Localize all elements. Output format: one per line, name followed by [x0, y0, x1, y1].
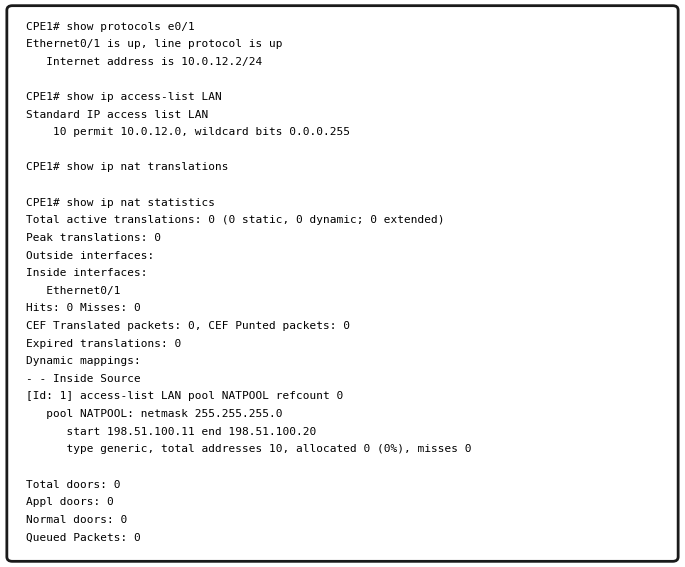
Text: Total doors: 0: Total doors: 0: [26, 480, 121, 489]
Text: Dynamic mappings:: Dynamic mappings:: [26, 356, 141, 366]
Text: CPE1# show protocols e0/1: CPE1# show protocols e0/1: [26, 22, 195, 32]
Text: CEF Translated packets: 0, CEF Punted packets: 0: CEF Translated packets: 0, CEF Punted pa…: [26, 321, 350, 331]
Text: Inside interfaces:: Inside interfaces:: [26, 268, 147, 278]
Text: Appl doors: 0: Appl doors: 0: [26, 497, 114, 507]
Text: type generic, total addresses 10, allocated 0 (0%), misses 0: type generic, total addresses 10, alloca…: [26, 445, 471, 454]
Text: Outside interfaces:: Outside interfaces:: [26, 251, 154, 261]
Text: CPE1# show ip nat statistics: CPE1# show ip nat statistics: [26, 198, 215, 208]
Text: Queued Packets: 0: Queued Packets: 0: [26, 532, 141, 543]
Text: [Id: 1] access-list LAN pool NATPOOL refcount 0: [Id: 1] access-list LAN pool NATPOOL ref…: [26, 391, 343, 401]
Text: Hits: 0 Misses: 0: Hits: 0 Misses: 0: [26, 303, 141, 314]
Text: Expired translations: 0: Expired translations: 0: [26, 338, 182, 349]
Text: Normal doors: 0: Normal doors: 0: [26, 515, 127, 525]
Text: CPE1# show ip access-list LAN: CPE1# show ip access-list LAN: [26, 92, 222, 102]
Text: Total active translations: 0 (0 static, 0 dynamic; 0 extended): Total active translations: 0 (0 static, …: [26, 215, 445, 225]
Text: 10 permit 10.0.12.0, wildcard bits 0.0.0.255: 10 permit 10.0.12.0, wildcard bits 0.0.0…: [26, 127, 350, 137]
Text: CPE1# show ip nat translations: CPE1# show ip nat translations: [26, 163, 229, 172]
Text: pool NATPOOL: netmask 255.255.255.0: pool NATPOOL: netmask 255.255.255.0: [26, 409, 282, 419]
Text: Internet address is 10.0.12.2/24: Internet address is 10.0.12.2/24: [26, 57, 262, 67]
Text: Ethernet0/1 is up, line protocol is up: Ethernet0/1 is up, line protocol is up: [26, 39, 282, 49]
Text: Peak translations: 0: Peak translations: 0: [26, 233, 161, 243]
Text: Ethernet0/1: Ethernet0/1: [26, 286, 121, 296]
FancyBboxPatch shape: [7, 6, 678, 561]
Text: - - Inside Source: - - Inside Source: [26, 374, 141, 384]
Text: start 198.51.100.11 end 198.51.100.20: start 198.51.100.11 end 198.51.100.20: [26, 427, 316, 437]
Text: Standard IP access list LAN: Standard IP access list LAN: [26, 109, 208, 120]
